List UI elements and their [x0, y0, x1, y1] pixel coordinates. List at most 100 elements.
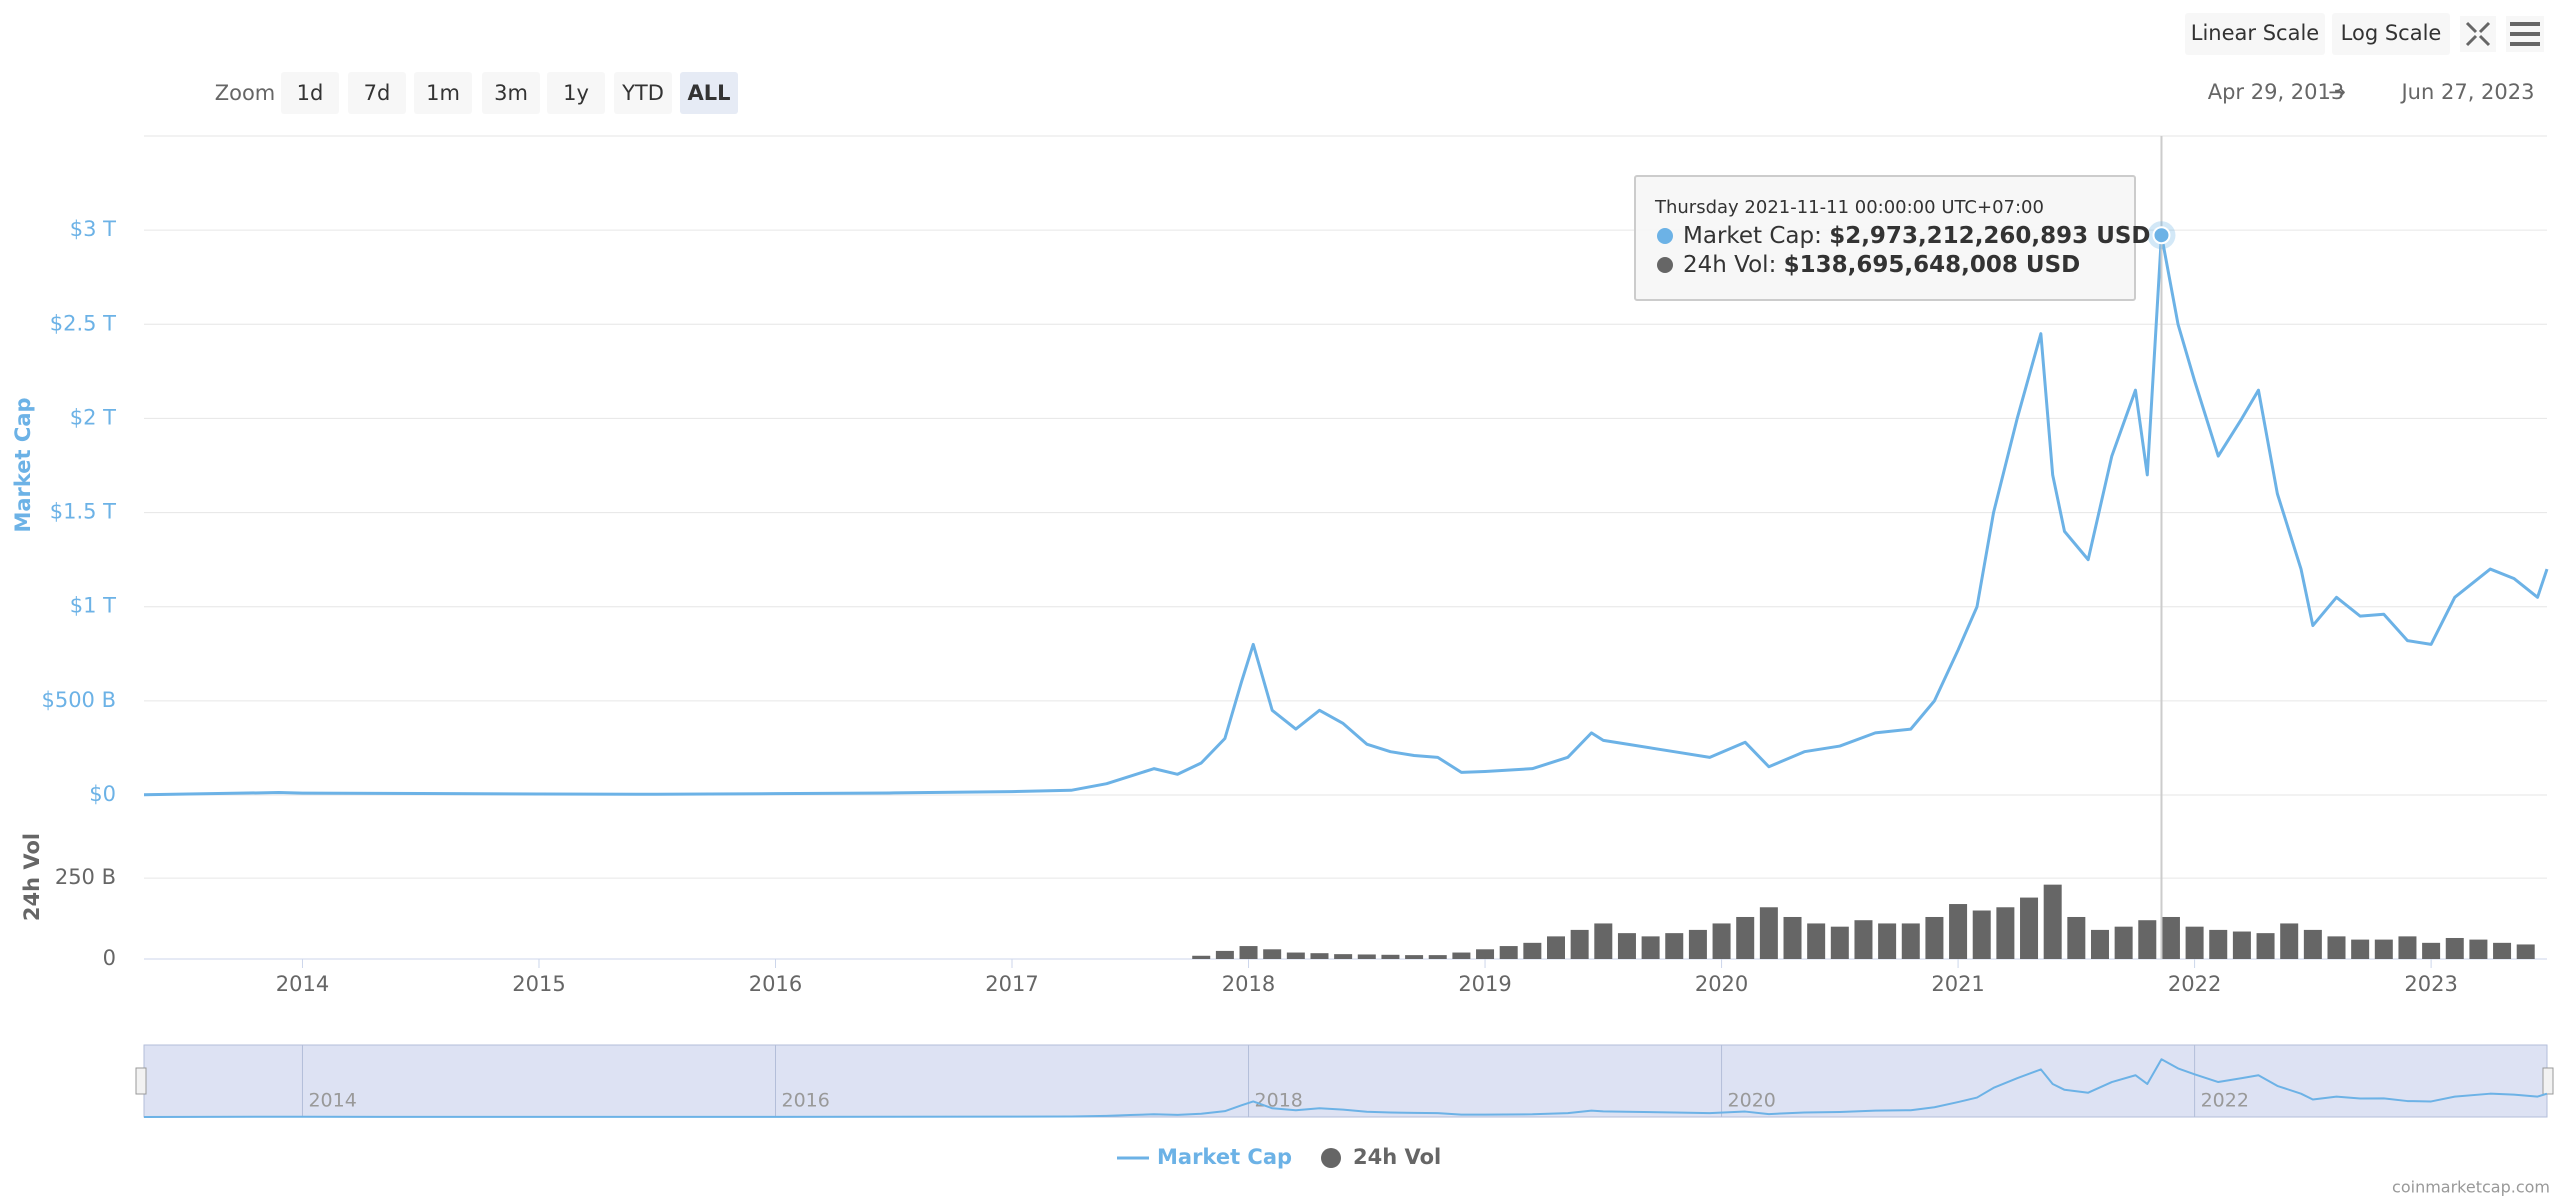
x-tick-label: 2021 [1931, 972, 1984, 996]
navigator-label: 2014 [308, 1090, 356, 1112]
volume-bar [1263, 949, 1282, 959]
y-tick-label: $0 [89, 782, 116, 806]
volume-bar [2493, 942, 2512, 959]
tooltip-dot [1657, 228, 1673, 244]
zoom-button-label[interactable]: YTD [621, 81, 664, 105]
tooltip-dot [1657, 257, 1673, 273]
linear-scale-label[interactable]: Linear Scale [2191, 21, 2319, 45]
volume-bar [1641, 936, 1660, 959]
tooltip-row: Market Cap: $2,973,212,260,893 USD [1683, 223, 2151, 249]
navigator-label: 2022 [2201, 1090, 2249, 1112]
x-tick-label: 2017 [985, 972, 1038, 996]
volume-bar [1736, 916, 1755, 959]
volume-bar [1783, 916, 1802, 959]
volume-bar [1286, 952, 1305, 959]
volume-bar [2398, 936, 2417, 959]
y-tick-label: $1.5 T [50, 500, 116, 524]
volume-bar [1830, 926, 1849, 959]
y-tick-label: $1 T [70, 594, 116, 618]
volume-bar [1428, 955, 1447, 959]
x-tick-label: 2014 [276, 972, 329, 996]
volume-bar [1546, 936, 1565, 959]
volume-bar [1854, 920, 1873, 959]
zoom-button-label[interactable]: 1m [426, 81, 460, 105]
volume-bar [2469, 939, 2488, 959]
volume-bar [1688, 929, 1707, 959]
zoom-button-label[interactable]: 1d [297, 81, 324, 105]
zoom-button[interactable] [547, 72, 605, 114]
tooltip-label: 24h Vol: [1683, 252, 1784, 278]
volume-bar [2303, 929, 2322, 959]
zoom-button[interactable] [680, 72, 738, 114]
volume-bar [2185, 926, 2204, 959]
navigator-handle-right[interactable] [2542, 1067, 2554, 1095]
zoom-label: Zoom [215, 81, 276, 105]
tooltip-row: 24h Vol: $138,695,648,008 USD [1683, 252, 2080, 278]
volume-bar [1925, 916, 1944, 959]
volume-bar [1381, 954, 1400, 959]
zoom-button-label[interactable]: 7d [364, 81, 391, 105]
range-from: Apr 29, 2013 [2208, 80, 2345, 104]
volume-bar [2090, 929, 2109, 959]
legend-label[interactable]: Market Cap [1157, 1145, 1292, 1169]
volume-bar [2232, 931, 2251, 959]
log-scale-button[interactable] [2332, 13, 2450, 55]
volume-bar [2516, 944, 2535, 959]
y-tick-label: $2 T [70, 405, 116, 429]
volume-bar [1499, 946, 1518, 959]
log-scale-label[interactable]: Log Scale [2341, 21, 2442, 45]
volume-bar [1523, 942, 1542, 959]
y-tick-label: $2.5 T [50, 311, 116, 335]
volume-bar [2161, 916, 2180, 959]
volume-bar [1949, 904, 1968, 959]
zoom-button[interactable] [414, 72, 472, 114]
range-to: Jun 27, 2023 [2399, 80, 2534, 104]
menu-icon[interactable] [2506, 16, 2544, 52]
tooltip-value: $2,973,212,260,893 USD [1829, 223, 2150, 249]
volume-bar [2209, 929, 2228, 959]
legend-label[interactable]: 24h Vol [1353, 1145, 1441, 1169]
volume-bar [2422, 942, 2441, 959]
volume-bar [2256, 933, 2275, 959]
zoom-button-label[interactable]: 1y [563, 81, 589, 105]
volume-bar [1665, 933, 1684, 959]
linear-scale-button[interactable] [2185, 13, 2325, 55]
volume-bar [1570, 929, 1589, 959]
zoom-button[interactable] [482, 72, 540, 114]
fullscreen-icon[interactable] [2460, 16, 2496, 52]
y-axis-title: Market Cap [11, 397, 35, 532]
navigator-label: 2016 [781, 1090, 829, 1112]
volume-bar [2374, 939, 2393, 959]
y-tick-label: $500 B [41, 688, 116, 712]
zoom-button[interactable] [614, 72, 672, 114]
x-tick-label: 2015 [512, 972, 565, 996]
x-tick-label: 2019 [1458, 972, 1511, 996]
volume-bar [1972, 910, 1991, 959]
navigator-label: 2020 [1728, 1090, 1776, 1112]
zoom-button-label[interactable]: ALL [687, 81, 730, 105]
zoom-button[interactable] [281, 72, 339, 114]
volume-bar [2067, 916, 2086, 959]
navigator[interactable] [143, 1044, 2548, 1118]
range-arrow: → [2328, 80, 2346, 104]
volume-bar [1239, 946, 1258, 959]
y-tick-label: 250 B [55, 865, 116, 889]
zoom-button[interactable] [348, 72, 406, 114]
volume-bar [1476, 949, 1495, 959]
zoom-button-label[interactable]: 3m [494, 81, 528, 105]
volume-bar [1334, 954, 1353, 959]
navigator-line [143, 1058, 2548, 1118]
volume-bar [2327, 936, 2346, 959]
tooltip-date: Thursday 2021-11-11 00:00:00 UTC+07:00 [1654, 197, 2044, 218]
volume-bar [2114, 926, 2133, 959]
volume-bar [1405, 955, 1424, 959]
hover-marker [2152, 226, 2171, 245]
navigator-handle-left[interactable] [135, 1067, 147, 1095]
legend-dot-icon[interactable] [1321, 1148, 1341, 1168]
line-series [143, 233, 2549, 797]
tooltip [1634, 175, 2136, 301]
y2-axis-title: 24h Vol [20, 833, 44, 921]
volume-bar [1452, 952, 1471, 959]
x-tick-label: 2020 [1695, 972, 1748, 996]
